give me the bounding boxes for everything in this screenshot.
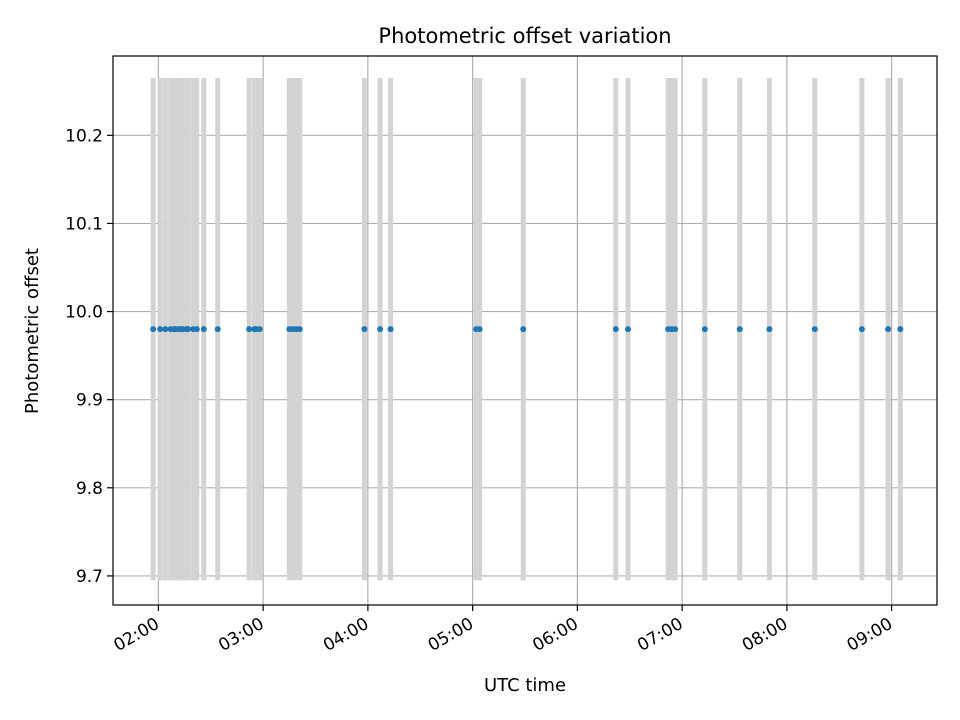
data-point: [157, 326, 164, 333]
y-axis: 9.7 9.8 9.9 10.0 10.1 10.2: [65, 126, 113, 587]
data-point: [200, 326, 207, 333]
data-point: [296, 326, 303, 333]
data-point: [256, 326, 263, 333]
data-point: [476, 326, 483, 333]
y-tick-label: 10.1: [65, 214, 103, 234]
data-point: [736, 326, 743, 333]
data-points: [150, 326, 904, 333]
data-point: [361, 326, 368, 333]
data-point: [520, 326, 527, 333]
y-tick-label: 9.7: [76, 567, 103, 587]
data-point: [701, 326, 708, 333]
data-point: [387, 326, 394, 333]
plot-frame: [112, 55, 938, 606]
data-point: [612, 326, 619, 333]
data-point: [246, 326, 253, 333]
data-point: [162, 326, 169, 333]
x-axis-label: UTC time: [484, 675, 566, 696]
y-tick-label: 10.0: [65, 303, 103, 323]
chart-title: Photometric offset variation: [378, 24, 671, 48]
data-point: [672, 326, 679, 333]
data-point: [214, 326, 221, 333]
data-point: [625, 326, 631, 333]
y-tick-label: 9.8: [76, 479, 103, 499]
y-tick-label: 9.9: [76, 391, 103, 411]
data-point: [897, 326, 904, 333]
data-point: [885, 326, 892, 333]
data-point: [766, 326, 773, 333]
data-point: [858, 326, 865, 333]
data-point: [193, 326, 200, 333]
data-point: [185, 326, 192, 333]
data-point: [150, 326, 157, 333]
data-point: [811, 326, 818, 333]
y-axis-label: Photometric offset: [22, 248, 43, 414]
y-tick-label: 10.2: [65, 126, 103, 146]
data-point: [377, 326, 384, 333]
